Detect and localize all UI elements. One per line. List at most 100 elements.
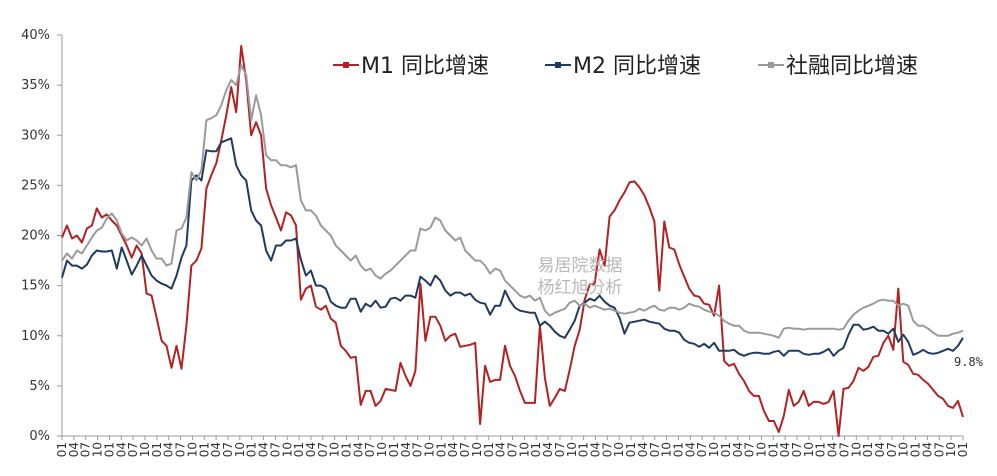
watermark-line-1: 易居院数据 [538, 256, 623, 276]
legend: M1 同比增速 M2 同比增速 社融同比增速 [333, 54, 918, 79]
y-tick-label: 5% [29, 379, 50, 394]
x-tick-label: 07 [648, 442, 662, 457]
x-tick-label: 01 [150, 442, 164, 457]
x-tick-label: 07 [885, 442, 899, 457]
x-tick-label: 07 [174, 442, 188, 457]
x-tick-label: 07 [126, 442, 140, 457]
x-tick-label: 10 [91, 442, 105, 457]
x-tick-label: 04 [778, 442, 792, 457]
x-tick-label: 01 [671, 442, 685, 457]
x-tick-label: 04 [351, 442, 365, 457]
x-tick-label: 07 [79, 442, 93, 457]
x-tick-label: 01 [482, 442, 496, 457]
x-tick-label: 07 [268, 442, 282, 457]
x-tick-label: 07 [553, 442, 567, 457]
x-tick-label: 01 [55, 442, 69, 457]
x-tick-label: 04 [304, 442, 318, 457]
x-tick-label: 01 [292, 442, 306, 457]
y-axis-ticks: 0% 5% 10% 15% 20% 25% 30% 35% 40% [21, 28, 62, 444]
x-tick-label: 10 [470, 442, 484, 457]
x-tick-label: 10 [897, 442, 911, 457]
x-tick-label: 10 [802, 442, 816, 457]
end-value-label: 9.8% [954, 355, 984, 369]
legend-marker [768, 62, 774, 68]
x-tick-label: 01 [387, 442, 401, 457]
x-tick-label: 01 [624, 442, 638, 457]
x-tick-label: 07 [790, 442, 804, 457]
x-tick-label: 10 [754, 442, 768, 457]
x-tick-label: 04 [683, 442, 697, 457]
x-tick-label: 04 [588, 442, 602, 457]
x-tick-label: 01 [909, 442, 923, 457]
legend-marker [555, 62, 561, 68]
x-tick-label: 04 [731, 442, 745, 457]
m2-series-line [61, 137, 964, 357]
x-tick-label: 04 [494, 442, 508, 457]
x-tick-label: 07 [316, 442, 330, 457]
x-tick-label: 07 [363, 442, 377, 457]
x-tick-label: 01 [814, 442, 828, 457]
x-tick-label: 01 [340, 442, 354, 457]
legend-label: M1 同比增速 [361, 54, 489, 79]
x-tick-label: 04 [826, 442, 840, 457]
x-tick-label: 10 [233, 442, 247, 457]
x-tick-label: 01 [861, 442, 875, 457]
legend-label: 社融同比增速 [786, 54, 918, 79]
x-tick-label: 01 [529, 442, 543, 457]
x-tick-label: 04 [541, 442, 555, 457]
x-tick-label: 10 [660, 442, 674, 457]
y-tick-label: 20% [21, 229, 50, 244]
y-tick-label: 25% [21, 178, 50, 193]
x-tick-label: 10 [423, 442, 437, 457]
x-tick-label: 10 [612, 442, 626, 457]
x-tick-label: 07 [506, 442, 520, 457]
x-tick-label: 07 [695, 442, 709, 457]
x-tick-label: 10 [517, 442, 531, 457]
x-tick-label: 10 [707, 442, 721, 457]
x-tick-label: 01 [577, 442, 591, 457]
x-tick-label: 01 [434, 442, 448, 457]
series-lines [61, 45, 964, 437]
x-tick-label: 04 [67, 442, 81, 457]
y-tick-label: 0% [29, 429, 50, 444]
y-tick-label: 35% [21, 78, 50, 93]
x-tick-label: 04 [873, 442, 887, 457]
x-tick-label: 07 [837, 442, 851, 457]
x-tick-label: 10 [565, 442, 579, 457]
legend-marker [343, 62, 349, 68]
y-tick-label: 30% [21, 128, 50, 143]
x-tick-label: 04 [209, 442, 223, 457]
x-tick-label: 07 [932, 442, 946, 457]
x-tick-label: 04 [920, 442, 934, 457]
x-tick-label: 01 [102, 442, 116, 457]
x-tick-label: 04 [257, 442, 271, 457]
x-tick-label: 01 [766, 442, 780, 457]
m1-series-line [61, 45, 964, 437]
x-axis-ticks: 0104071001040710010407100104071001040710… [55, 436, 970, 457]
x-tick-label: 04 [162, 442, 176, 457]
x-tick-label: 04 [399, 442, 413, 457]
x-tick-label: 04 [446, 442, 460, 457]
x-tick-label: 07 [458, 442, 472, 457]
x-tick-label: 10 [185, 442, 199, 457]
x-tick-label: 10 [328, 442, 342, 457]
x-tick-label: 04 [636, 442, 650, 457]
legend-label: M2 同比增速 [573, 54, 701, 79]
x-tick-label: 10 [375, 442, 389, 457]
x-tick-label: 07 [600, 442, 614, 457]
x-tick-label: 07 [743, 442, 757, 457]
x-tick-label: 10 [849, 442, 863, 457]
x-tick-label: 01 [719, 442, 733, 457]
watermark-line-2: 杨红旭分析 [538, 278, 623, 298]
x-tick-label: 01 [245, 442, 259, 457]
social-financing-series-line [61, 64, 964, 339]
y-tick-label: 10% [21, 329, 50, 344]
x-tick-label: 10 [944, 442, 958, 457]
x-tick-label: 07 [411, 442, 425, 457]
y-tick-label: 40% [21, 28, 50, 43]
y-tick-label: 15% [21, 279, 50, 294]
x-tick-label: 04 [114, 442, 128, 457]
x-tick-label: 01 [956, 442, 970, 457]
watermark: 易居院数据 杨红旭分析 [538, 256, 623, 298]
